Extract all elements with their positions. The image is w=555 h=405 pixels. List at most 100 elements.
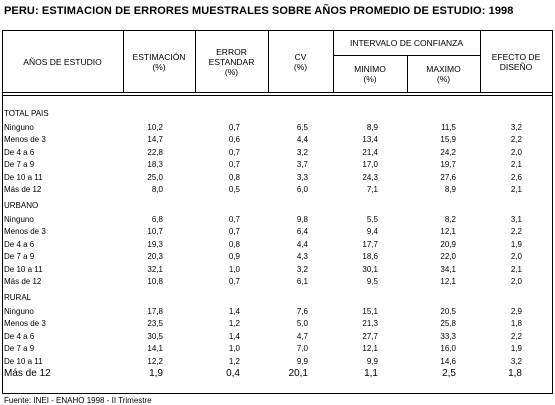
row-label: Ninguno [4, 215, 34, 224]
cell: 23,5 [147, 319, 163, 329]
border [552, 30, 553, 394]
cell: 13,4 [362, 135, 378, 145]
cell: 9,9 [366, 356, 378, 366]
cell: 3,1 [510, 215, 522, 224]
border [2, 30, 553, 31]
cell: 3,3 [296, 172, 308, 182]
cell: 0,7 [228, 277, 240, 286]
cell: 19,7 [440, 160, 456, 170]
cell: 20,3 [147, 252, 163, 262]
cell: 1,4 [228, 307, 240, 316]
cell: 5,0 [296, 319, 308, 329]
cell: 3,7 [296, 160, 308, 170]
cell: 8,9 [366, 123, 378, 132]
col-rule [268, 30, 269, 93]
col-rule [480, 30, 481, 93]
col-rule [195, 30, 196, 93]
cell: 19,3 [147, 239, 163, 249]
row-label: Menos de 3 [4, 227, 46, 237]
footer: Fuente: INEI - ENAHO 1998 - II Trimestre [4, 396, 152, 405]
row-label: De 4 a 6 [4, 147, 35, 157]
cell: 7,6 [296, 307, 308, 316]
cell: 1,4 [228, 331, 240, 341]
cell: 0,7 [228, 123, 240, 132]
row-label: Más de 12 [4, 185, 42, 194]
cell: 4,7 [296, 331, 308, 341]
cell: 25,0 [147, 172, 163, 182]
cell: 4,3 [296, 252, 308, 262]
cell: 3,2 [296, 147, 308, 157]
column-header: AÑOS DE ESTUDIO [23, 57, 102, 67]
cell: 2,6 [510, 172, 522, 182]
header-rule [2, 92, 553, 93]
row-label: Ninguno [4, 123, 34, 132]
row-label: Ninguno [4, 307, 34, 316]
row-label: De 4 a 6 [4, 239, 35, 249]
row-label: De 10 a 11 [4, 356, 43, 366]
row-label: De 7 a 9 [4, 344, 35, 354]
cell: 9,9 [296, 356, 308, 366]
row-label: Más de 12 [4, 368, 51, 379]
col-rule [123, 30, 124, 93]
cell: 30,1 [362, 264, 378, 274]
cell: 4,4 [296, 239, 308, 249]
column-header: EFECTO DE [491, 52, 541, 62]
cell: 16,0 [440, 344, 456, 354]
cell: 10,7 [147, 227, 163, 237]
column-header: (%) [224, 67, 239, 77]
row-label: Menos de 3 [4, 135, 46, 145]
cell: 6,5 [296, 123, 308, 132]
cell: 1,0 [228, 344, 240, 354]
cell: 2,5 [442, 368, 456, 379]
cell: 2,2 [510, 331, 522, 341]
cell: 32,1 [147, 264, 163, 274]
cell: 15,9 [440, 135, 456, 145]
cell: 1,8 [510, 319, 522, 329]
row-label: De 10 a 11 [4, 172, 43, 182]
column-header: MAXIMO [426, 64, 461, 74]
column-header: MINIMO [354, 64, 386, 74]
section-label: RURAL [4, 293, 32, 302]
row-label: Más de 12 [4, 277, 42, 286]
row-label: De 4 a 6 [4, 331, 35, 341]
cell: 2,2 [510, 227, 522, 237]
cell: 6,1 [296, 277, 308, 286]
cell: 1,1 [364, 368, 378, 379]
cell: 34,1 [440, 264, 456, 274]
cell: 20,1 [288, 368, 308, 379]
border [2, 30, 3, 394]
cell: 8,9 [444, 185, 456, 194]
cell: 17,0 [362, 160, 378, 170]
cell: 6,8 [151, 215, 163, 224]
cell: 12,1 [362, 344, 378, 354]
cell: 2,0 [510, 252, 522, 262]
cell: 20,5 [440, 307, 456, 316]
cell: 0,7 [228, 160, 240, 170]
header-rule [2, 95, 553, 96]
column-header: DISEÑO [499, 62, 533, 72]
cell: 2,2 [510, 135, 522, 145]
cell: 18,3 [147, 160, 163, 170]
cell: 8,2 [444, 215, 456, 224]
cell: 17,7 [362, 239, 378, 249]
col-rule [407, 55, 408, 93]
cell: 0,8 [228, 172, 240, 182]
cell: 0,5 [228, 185, 240, 194]
title: PERU: ESTIMACION DE ERRORES MUESTRALES S… [4, 5, 514, 17]
cell: 12,1 [440, 277, 456, 286]
cell: 9,5 [366, 277, 378, 286]
cell: 14,1 [147, 344, 163, 354]
cell: 1,2 [228, 319, 240, 329]
column-header: CV [294, 52, 307, 62]
group-rule [333, 55, 480, 56]
cell: 2,1 [510, 185, 522, 194]
cell: 3,2 [510, 356, 522, 366]
cell: 14,6 [440, 356, 456, 366]
cell: 3,2 [296, 264, 308, 274]
cell: 1,0 [228, 264, 240, 274]
cell: 27,7 [362, 331, 378, 341]
border [2, 393, 553, 394]
cell: 1,8 [508, 368, 522, 379]
cell: 6,0 [296, 185, 308, 194]
section-label: TOTAL PAIS [4, 109, 49, 118]
